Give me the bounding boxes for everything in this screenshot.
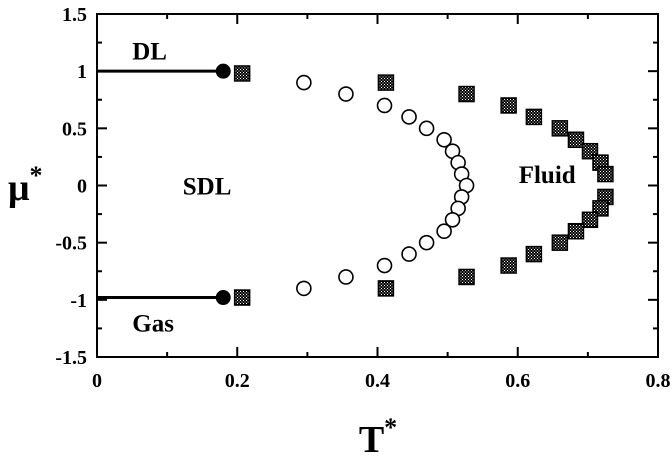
- filled-circle-point: [215, 290, 231, 306]
- hatched-square-point: [377, 74, 395, 91]
- open-circle-point: [338, 269, 354, 285]
- open-circle-point: [376, 97, 393, 114]
- y-axis-label: μ*: [8, 161, 43, 209]
- open-circle-point: [401, 109, 417, 125]
- hatched-square-point: [458, 85, 475, 103]
- y-tick-label: 1.5: [62, 4, 87, 26]
- data-markers: [215, 63, 614, 306]
- open-circle-point: [296, 74, 312, 91]
- hatched-square-point: [377, 280, 395, 297]
- y-tick-label: -1: [70, 290, 87, 312]
- open-circle-point: [376, 257, 393, 274]
- region-labels: DL SDL Gas Fluid: [132, 39, 576, 338]
- coexistence-lines: [97, 69, 224, 300]
- region-label-sdl: SDL: [183, 174, 232, 201]
- hatched-square-point: [551, 234, 569, 251]
- hatched-square-point: [597, 165, 614, 183]
- hatched-square-point: [525, 245, 543, 263]
- hatched-square-point: [233, 289, 251, 306]
- open-circle-point: [436, 223, 452, 240]
- region-label-dl: DL: [132, 39, 167, 66]
- hatched-square-point: [525, 108, 543, 126]
- region-label-gas: Gas: [132, 311, 174, 338]
- hatched-square-point: [551, 120, 569, 137]
- y-tick-label: -0.5: [55, 233, 87, 255]
- x-tick-label: 0: [92, 370, 102, 392]
- hatched-square-point: [233, 65, 251, 82]
- open-circle-point: [418, 120, 435, 137]
- open-circle-point: [296, 280, 312, 297]
- y-tick-label: 1: [77, 61, 87, 83]
- region-label-fluid: Fluid: [519, 162, 576, 189]
- axis-ticks: [96, 13, 659, 358]
- y-tick-label: 0: [77, 176, 87, 198]
- hatched-square-point: [500, 257, 517, 274]
- hatched-square-point: [581, 211, 599, 229]
- x-tick-label: 0.4: [365, 370, 390, 392]
- open-circle-point: [338, 86, 354, 102]
- open-circle-point: [418, 234, 435, 251]
- open-circle-point: [401, 246, 417, 262]
- tick-labels: 0 0.2 0.4 0.6 0.8 1.5 1 0.5 0 -0.5 -1 -1.5: [55, 4, 670, 392]
- x-tick-label: 0.8: [646, 370, 671, 392]
- x-tick-label: 0.6: [505, 370, 530, 392]
- open-circle-point: [444, 212, 461, 228]
- hatched-square-point: [567, 131, 585, 149]
- hatched-square-point: [500, 97, 517, 114]
- y-tick-label: -1.5: [55, 347, 87, 369]
- hatched-square-point: [567, 222, 585, 240]
- x-tick-label: 0.2: [225, 370, 250, 392]
- y-tick-label: 0.5: [62, 118, 87, 140]
- filled-circle-point: [215, 63, 231, 79]
- x-axis-label: T*: [359, 413, 397, 456]
- open-circle-point: [436, 131, 452, 148]
- hatched-square-point: [458, 268, 475, 286]
